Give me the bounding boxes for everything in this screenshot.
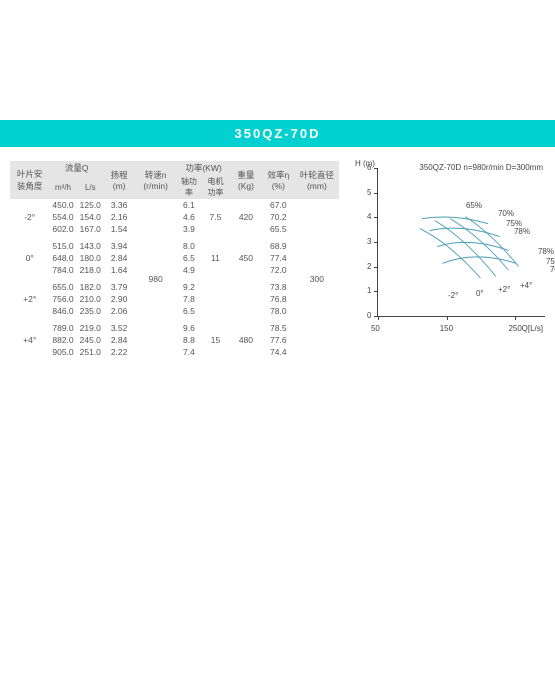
th-power: 功率(KW) [177, 161, 230, 175]
x-label: Q[L/s] [522, 324, 543, 333]
ytick: 4 [367, 212, 371, 221]
xtick: 250 [508, 324, 521, 333]
ytick: 5 [367, 188, 371, 197]
ytick: 6 [367, 163, 371, 172]
th-head: 扬程 (m) [104, 161, 134, 199]
eff-78b: 78% [538, 247, 554, 256]
th-eff: 效率η (%) [262, 161, 295, 199]
table-row: -2°450.0125.03.369806.17.542067.0300 [10, 199, 339, 211]
performance-chart: H (m) 350QZ-70D n=980r/min D=300mm 65% 7… [351, 161, 545, 331]
th-weight: 重量 (Kg) [230, 161, 262, 199]
y-label: H (m) [355, 159, 375, 168]
ytick: 2 [367, 262, 371, 271]
th-flowq: 流量Q [49, 161, 104, 175]
lbl-m2: -2° [448, 291, 458, 300]
eff-70b: 70% [550, 265, 555, 274]
eff-70a: 70% [498, 209, 514, 218]
xtick: 150 [440, 324, 453, 333]
th-dia: 叶轮直径 (mm) [295, 161, 339, 199]
ytick: 0 [367, 311, 371, 320]
eff-65a: 65% [466, 201, 482, 210]
eff-78a: 78% [514, 227, 530, 236]
model-banner: 350QZ-70D [0, 120, 555, 147]
lbl-p4: +4° [520, 281, 532, 290]
lbl-p2: +2° [498, 285, 510, 294]
th-angle: 叶片安 装角度 [10, 161, 49, 199]
ytick: 3 [367, 237, 371, 246]
xtick: 50 [371, 324, 380, 333]
th-m3h: m³/h [49, 175, 76, 199]
lbl-0: 0° [476, 289, 484, 298]
spec-table: 叶片安 装角度 流量Q 扬程 (m) 转速n (r/min) 功率(KW) 重量… [10, 161, 339, 358]
th-shaft: 轴功率 [177, 175, 201, 199]
th-speed: 转速n (r/min) [134, 161, 177, 199]
th-ls: L/s [77, 175, 104, 199]
th-motor: 电机 功率 [201, 175, 230, 199]
chart-note: 350QZ-70D n=980r/min D=300mm [419, 163, 543, 173]
ytick: 1 [367, 286, 371, 295]
